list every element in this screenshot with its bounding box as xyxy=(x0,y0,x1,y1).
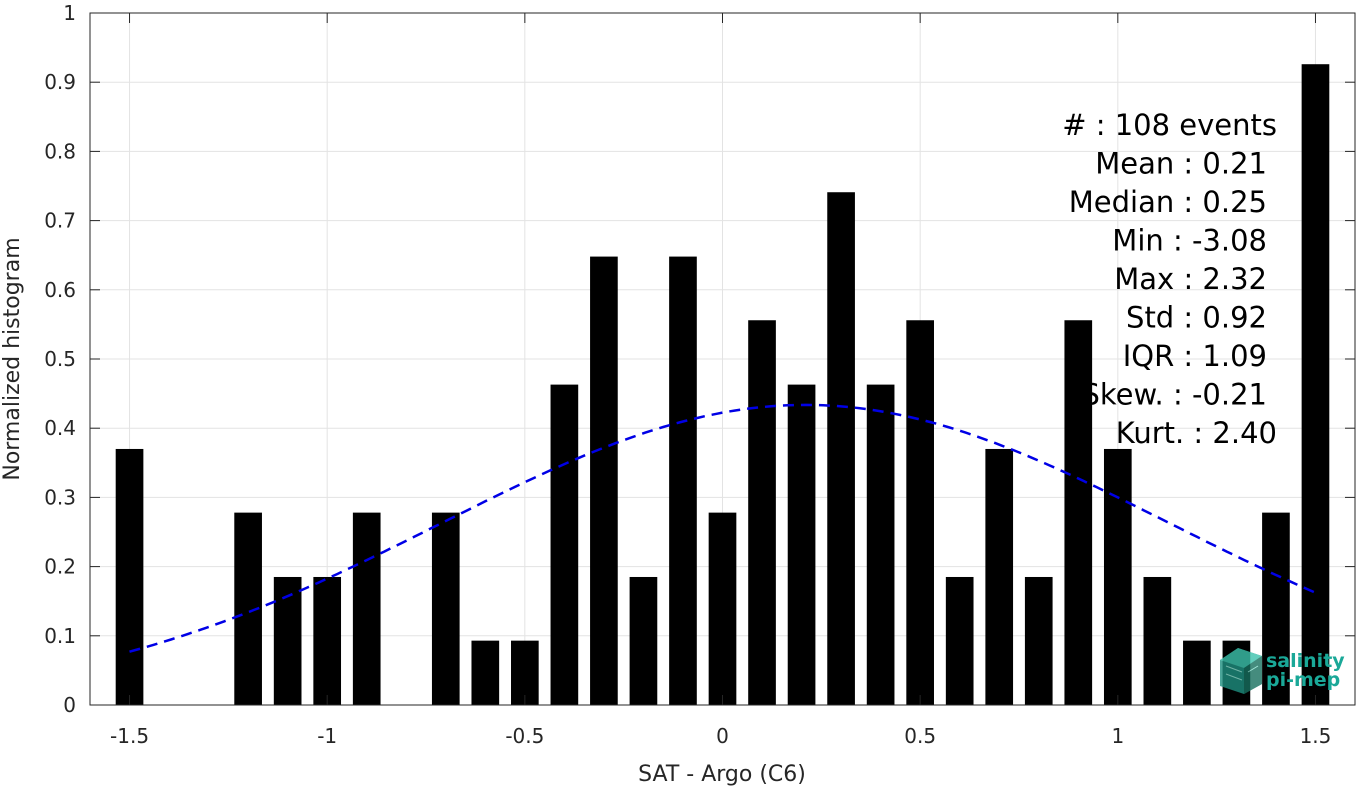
stat-line: Skew. : -0.21 xyxy=(1081,378,1267,412)
stat-line: Min : -3.08 xyxy=(1112,224,1267,258)
logo-line-1: salinity xyxy=(1266,650,1345,672)
x-tick-label: -1.5 xyxy=(110,724,149,748)
y-tick-label: 0 xyxy=(63,693,76,717)
histogram-bar xyxy=(431,512,460,705)
histogram-bar xyxy=(1024,576,1053,705)
statistics-box: # : 108 events Mean : 0.21 Median : 0.25 Mi… xyxy=(1062,108,1277,450)
histogram-bar xyxy=(787,384,816,705)
histogram-bar xyxy=(827,192,855,705)
histogram-bar xyxy=(1064,320,1093,705)
histogram-bar xyxy=(1183,640,1211,705)
histogram-bar xyxy=(590,256,618,705)
histogram-bar xyxy=(945,576,974,705)
y-tick-label: 0.5 xyxy=(44,347,76,371)
histogram-bar xyxy=(1143,576,1172,705)
histogram-bar xyxy=(115,448,144,705)
y-tick-label: 0.8 xyxy=(44,139,76,163)
histogram-bars xyxy=(115,64,1330,705)
stat-line: Std : 0.92 xyxy=(1126,301,1267,335)
y-tick-label: 0.1 xyxy=(44,624,76,648)
histogram-bar xyxy=(866,384,895,705)
histogram-bar xyxy=(1262,512,1290,705)
histogram-bar xyxy=(273,576,302,705)
cube-icon xyxy=(1220,648,1262,694)
stat-line: Median : 0.25 xyxy=(1069,185,1267,219)
x-tick-label: 1.5 xyxy=(1300,724,1332,748)
stat-line: Mean : 0.21 xyxy=(1095,147,1267,181)
histogram-bar xyxy=(629,576,658,705)
histogram-bar xyxy=(352,512,381,705)
y-tick-label: 1 xyxy=(63,1,76,25)
histogram-bar xyxy=(669,256,697,705)
x-tick-label: -1 xyxy=(317,724,337,748)
histogram-bar xyxy=(906,320,934,705)
histogram-bar xyxy=(550,384,579,705)
salinity-pimep-logo: salinity pi-mep xyxy=(1220,648,1345,694)
histogram-bar xyxy=(1301,64,1330,705)
x-tick-label: 0.5 xyxy=(904,724,936,748)
y-tick-label: 0.4 xyxy=(44,416,76,440)
y-tick-label: 0.9 xyxy=(44,70,76,94)
y-axis-ticks: 0 0.1 0.2 0.3 0.4 0.5 0.6 0.7 0.8 0.9 1 xyxy=(44,1,1355,717)
histogram-bar xyxy=(1103,448,1132,705)
x-tick-label: -0.5 xyxy=(505,724,544,748)
x-axis-label: SAT - Argo (C6) xyxy=(638,762,806,787)
y-tick-label: 0.3 xyxy=(44,485,76,509)
x-tick-label: 1 xyxy=(1111,724,1124,748)
stat-line: # : 108 events xyxy=(1062,108,1277,142)
histogram-bar xyxy=(748,320,776,705)
logo-line-2: pi-mep xyxy=(1266,669,1340,691)
gaussian-fit-line xyxy=(129,403,1316,653)
y-axis-label: Normalized histogram xyxy=(0,237,25,480)
stat-line: IQR : 1.09 xyxy=(1123,339,1267,373)
y-tick-label: 0.2 xyxy=(44,555,76,579)
gaussian-fit xyxy=(129,403,1316,653)
y-tick-label: 0.6 xyxy=(44,278,76,302)
histogram-bar xyxy=(471,640,500,705)
stat-line: Max : 2.32 xyxy=(1114,262,1267,296)
stat-line: Kurt. : 2.40 xyxy=(1116,416,1277,450)
histogram-bar xyxy=(985,448,1014,705)
histogram-bar xyxy=(313,576,342,705)
histogram-bar xyxy=(708,512,737,705)
histogram-bar xyxy=(511,640,539,705)
x-tick-label: 0 xyxy=(716,724,729,748)
y-tick-label: 0.7 xyxy=(44,209,76,233)
x-axis-ticks: -1.5 -1 -0.5 0 0.5 1 1.5 xyxy=(110,13,1331,748)
